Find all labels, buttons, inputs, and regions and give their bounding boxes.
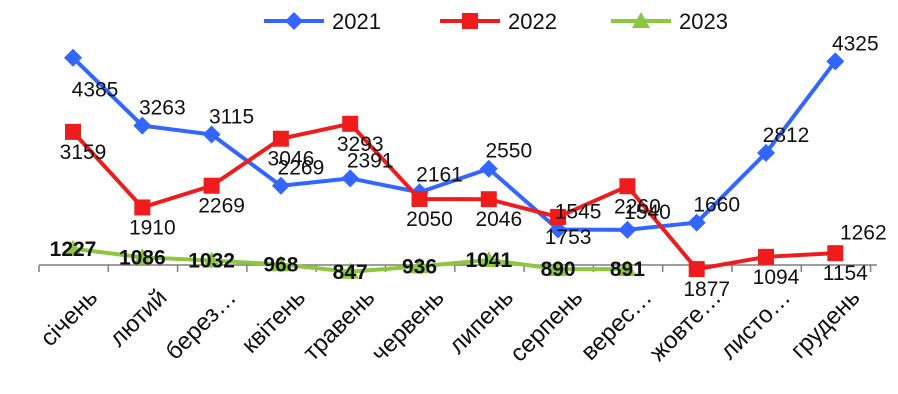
series-line-2022 [71,121,836,272]
data-point-marker [479,159,498,178]
data-label-2021: 2812 [763,124,810,147]
data-point-marker [826,52,845,71]
x-tick-label: травень [298,284,380,366]
data-label-2021: 3115 [209,106,254,129]
data-point-marker [271,255,290,272]
data-point-marker [549,260,568,277]
data-label-2023: 968 [263,253,298,276]
legend-item-2022: 2022 [440,9,557,34]
legend-label: 2023 [679,9,728,34]
data-label-2021: 1540 [624,201,671,224]
data-label-2023: 936 [402,255,437,278]
data-point-marker [410,257,429,274]
data-point-marker [827,245,844,262]
data-point-marker [342,115,359,132]
data-point-marker [687,213,706,232]
series-2023 [64,239,637,279]
data-point-marker [202,251,221,268]
x-tick-label: берез… [160,284,241,365]
x-tick-label: червень [366,284,449,367]
x-tick-label: грудень [785,284,865,364]
x-tick-label: лютий [104,284,172,352]
data-point-marker [271,176,290,195]
data-label-2022: 1154 [823,262,868,285]
data-point-marker [64,239,82,256]
data-point-marker [272,130,289,147]
data-label-2021: 1545 [555,201,602,224]
data-point-marker [341,262,360,279]
data-point-marker [549,220,568,239]
data-label-extra: 1262 [840,222,887,245]
data-label-2023: 891 [610,258,645,281]
data-label-2022: 1910 [129,216,176,239]
x-tick-label: верес… [576,284,658,366]
data-label-2022: 1753 [545,226,592,249]
data-point-marker [64,48,82,67]
data-label-2023: 847 [333,261,368,284]
data-point-marker [758,248,774,265]
data-point-marker [65,123,81,140]
x-tick-label: січень [35,284,103,352]
data-point-marker [203,177,220,194]
data-point-marker [618,260,637,277]
data-point-marker [479,251,498,268]
data-label-2021: 4385 [72,79,119,102]
data-label-2021: 2161 [416,163,463,186]
data-label-2023: 1086 [119,246,166,269]
legend-item-2023: 2023 [611,9,728,34]
data-label-2021: 2550 [485,140,532,163]
data-point-marker [285,12,303,30]
data-point-marker [550,208,567,225]
data-point-marker [619,178,636,195]
x-axis: січень лютийберез…квітеньтравеньчервеньли… [35,264,877,367]
data-point-marker [618,220,637,239]
data-label-2021: 2391 [347,149,394,172]
data-label-2022: 2269 [198,195,245,218]
chart-series [64,48,845,279]
data-labels: 4385 3263 3115 2269 2391 2161 2550 1545 1540 1660… [50,32,887,301]
data-point-marker [757,143,775,162]
data-point-marker [134,199,151,216]
data-label-2022: 3046 [268,148,315,171]
chart-legend: 2021 2022 2023 [264,9,728,34]
data-point-marker [133,248,152,265]
data-label-2021: 2269 [278,157,325,180]
legend-label: 2022 [508,9,557,34]
data-label-2021: 1660 [693,194,740,217]
data-point-marker [462,13,478,29]
data-label-2022: 3159 [60,141,107,164]
data-label-2022: 2260 [614,195,661,218]
data-label-2022: 1877 [683,278,730,301]
data-label-2022: 2050 [406,208,453,231]
data-point-marker [341,169,360,188]
data-point-marker [202,125,221,144]
data-label-2022: 3293 [337,133,384,156]
data-point-marker [632,12,650,28]
data-label-2023: 1227 [50,238,97,261]
data-point-marker [480,191,497,208]
data-label-2023: 1041 [465,249,512,272]
data-point-marker [133,116,152,135]
series-line-2021 [71,56,837,232]
x-tick-label: серпень [505,284,588,367]
data-label-2022: 1094 [753,266,800,289]
legend-item-2021: 2021 [264,9,381,34]
data-label-2022: 2046 [475,208,522,231]
data-label-2021: 4325 [832,32,879,55]
data-point-marker [411,190,428,207]
data-label-2023: 1032 [188,250,235,273]
legend-label: 2021 [332,9,381,34]
series-2022 [65,115,844,278]
data-point-marker [688,261,705,278]
data-label-2021: 3263 [139,97,186,120]
data-label-2023: 890 [541,258,576,281]
